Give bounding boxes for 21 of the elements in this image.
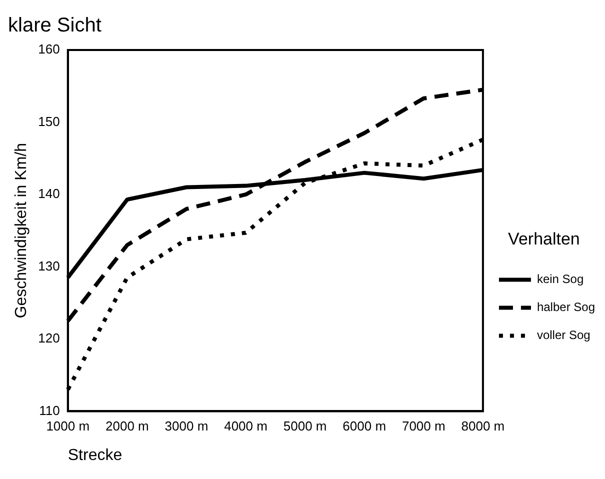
y-tick-label: 150 [38, 114, 60, 129]
x-axis-title: Strecke [68, 446, 122, 464]
legend-title: Verhalten [508, 229, 580, 248]
y-tick-label: 120 [38, 330, 60, 346]
x-tick-label: 3000 m [164, 418, 208, 434]
x-tick-label: 7000 m [402, 418, 446, 434]
legend-label: kein Sog [536, 272, 584, 286]
x-tick-label: 6000 m [342, 418, 386, 434]
y-tick-label: 160 [38, 42, 60, 57]
y-tick-label: 110 [39, 402, 60, 418]
legend-label: voller Sog [536, 328, 590, 342]
y-tick-label: 130 [38, 258, 60, 274]
y-axis-title: Geschwindigkeit in Km/h [13, 143, 30, 318]
legend-label: halber Sog [536, 300, 596, 314]
x-tick-label: 2000 m [106, 418, 149, 434]
x-tick-label: 5000 m [283, 418, 327, 434]
chart-title: klare Sicht [8, 14, 102, 37]
y-tick-label: 140 [38, 186, 60, 202]
x-tick-label: 4000 m [224, 418, 268, 434]
x-tick-label: 8000 m [461, 418, 505, 434]
x-tick-label: 1000 m [46, 418, 90, 434]
